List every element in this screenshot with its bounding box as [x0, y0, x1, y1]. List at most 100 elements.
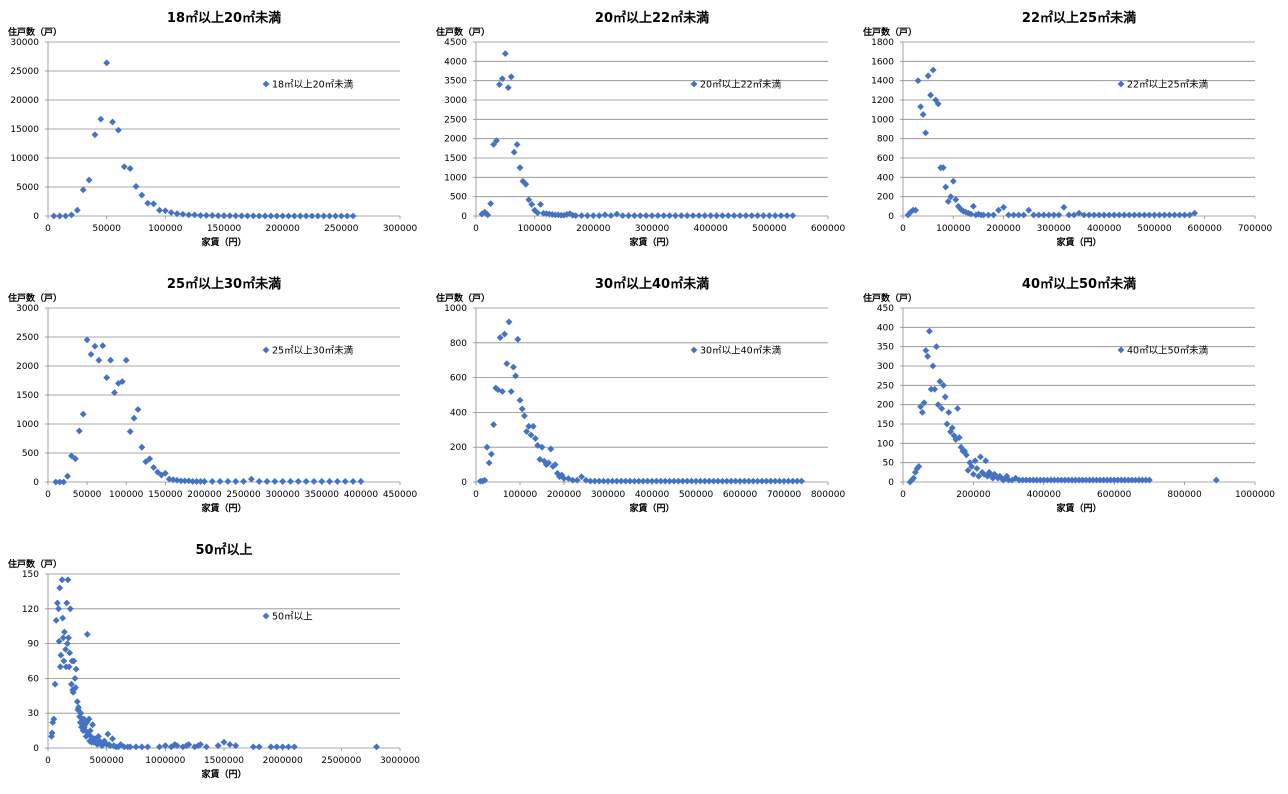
data-point: [666, 477, 673, 485]
data-point: [75, 427, 83, 435]
data-point: [247, 475, 255, 483]
data-point: [302, 212, 310, 220]
data-point: [578, 473, 585, 481]
y-tick-label: 300: [877, 362, 894, 372]
x-tick-label: 400000: [635, 490, 670, 500]
data-point: [156, 206, 163, 214]
data-point: [765, 212, 773, 220]
y-tick-label: 1500: [444, 154, 467, 164]
data-point: [584, 212, 591, 220]
data-point: [232, 478, 240, 485]
data-point: [144, 743, 152, 751]
data-point: [582, 476, 590, 484]
data-point: [922, 347, 930, 354]
data-point: [938, 405, 946, 412]
y-tick-label: 150: [877, 420, 894, 430]
y-tick-label: 1500: [16, 391, 39, 401]
data-point: [61, 628, 68, 636]
data-point: [240, 478, 247, 485]
data-point: [521, 412, 528, 420]
data-point: [80, 715, 88, 723]
y-tick-label: 2500: [16, 333, 39, 343]
data-point: [79, 410, 87, 418]
y-tick-label: 0: [33, 212, 39, 222]
data-point: [995, 206, 1002, 214]
data-point: [255, 743, 263, 751]
data-point: [69, 688, 77, 696]
data-point: [104, 730, 112, 738]
data-point: [701, 212, 709, 220]
x-tick-label: 400000: [344, 490, 379, 500]
data-point: [232, 212, 240, 220]
data-point: [996, 472, 1004, 480]
data-point: [985, 211, 992, 219]
y-tick-label: 1000: [444, 173, 467, 183]
y-axis-label: 住戸数（戸）: [863, 26, 917, 38]
data-point: [150, 200, 157, 208]
data-point: [672, 212, 679, 220]
data-point: [291, 743, 298, 751]
data-point: [771, 477, 779, 485]
data-point: [83, 630, 91, 638]
y-tick-label: 120: [22, 605, 39, 615]
data-point: [244, 212, 251, 220]
data-point: [954, 405, 961, 412]
data-point: [754, 212, 761, 220]
y-tick-label: 2000: [16, 362, 39, 372]
data-point: [126, 428, 134, 435]
data-point: [146, 455, 154, 463]
data-point: [501, 330, 508, 338]
data-point: [122, 356, 130, 364]
data-point: [1146, 476, 1153, 484]
data-point: [296, 212, 304, 220]
data-point: [961, 447, 968, 455]
data-point: [701, 477, 709, 485]
data-point: [334, 478, 341, 485]
data-point: [60, 478, 68, 486]
data-point: [1025, 206, 1033, 214]
chart-title: 25㎡以上30㎡未満: [167, 276, 281, 292]
data-point: [197, 212, 204, 219]
data-point: [138, 191, 146, 199]
data-point: [181, 477, 189, 485]
x-tick-label: 0: [45, 490, 51, 500]
x-tick-label: 0: [900, 224, 906, 234]
x-tick-label: 0: [900, 490, 906, 500]
data-point: [560, 475, 568, 482]
data-point: [488, 450, 495, 458]
data-point: [732, 477, 739, 485]
data-point: [62, 212, 69, 220]
data-point: [193, 478, 201, 485]
data-point: [93, 741, 101, 748]
y-tick-label: 3000: [16, 304, 39, 314]
data-point: [572, 212, 580, 220]
data-point: [906, 478, 914, 486]
data-point: [970, 470, 977, 478]
y-tick-label: 3500: [444, 77, 467, 87]
data-point: [86, 727, 94, 734]
data-point: [71, 675, 79, 682]
data-point: [279, 478, 287, 485]
x-tick-label: 150000: [207, 224, 242, 234]
data-point: [962, 208, 970, 216]
x-tick-label: 1000000: [1235, 490, 1275, 500]
y-tick-label: 1200: [871, 96, 894, 106]
data-point: [490, 141, 497, 148]
chart-panel-18-20: 18㎡以上20㎡未満 住戸数（戸） 0 5000 10000 15000 20000 2500…: [0, 0, 420, 262]
data-point: [487, 200, 495, 208]
data-point: [373, 743, 380, 751]
data-point: [749, 477, 757, 485]
y-tick-label: 30000: [10, 38, 39, 48]
data-point: [934, 100, 942, 108]
data-point: [950, 432, 958, 439]
data-point: [481, 476, 489, 484]
data-point: [220, 738, 228, 746]
data-point: [962, 451, 970, 459]
data-point: [138, 743, 146, 751]
y-tick-label: 60: [28, 674, 40, 684]
data-point: [214, 212, 222, 220]
data-point: [927, 385, 935, 393]
x-axis-label: 家賃（円）: [201, 768, 246, 780]
y-tick-label: 1000: [871, 115, 894, 125]
